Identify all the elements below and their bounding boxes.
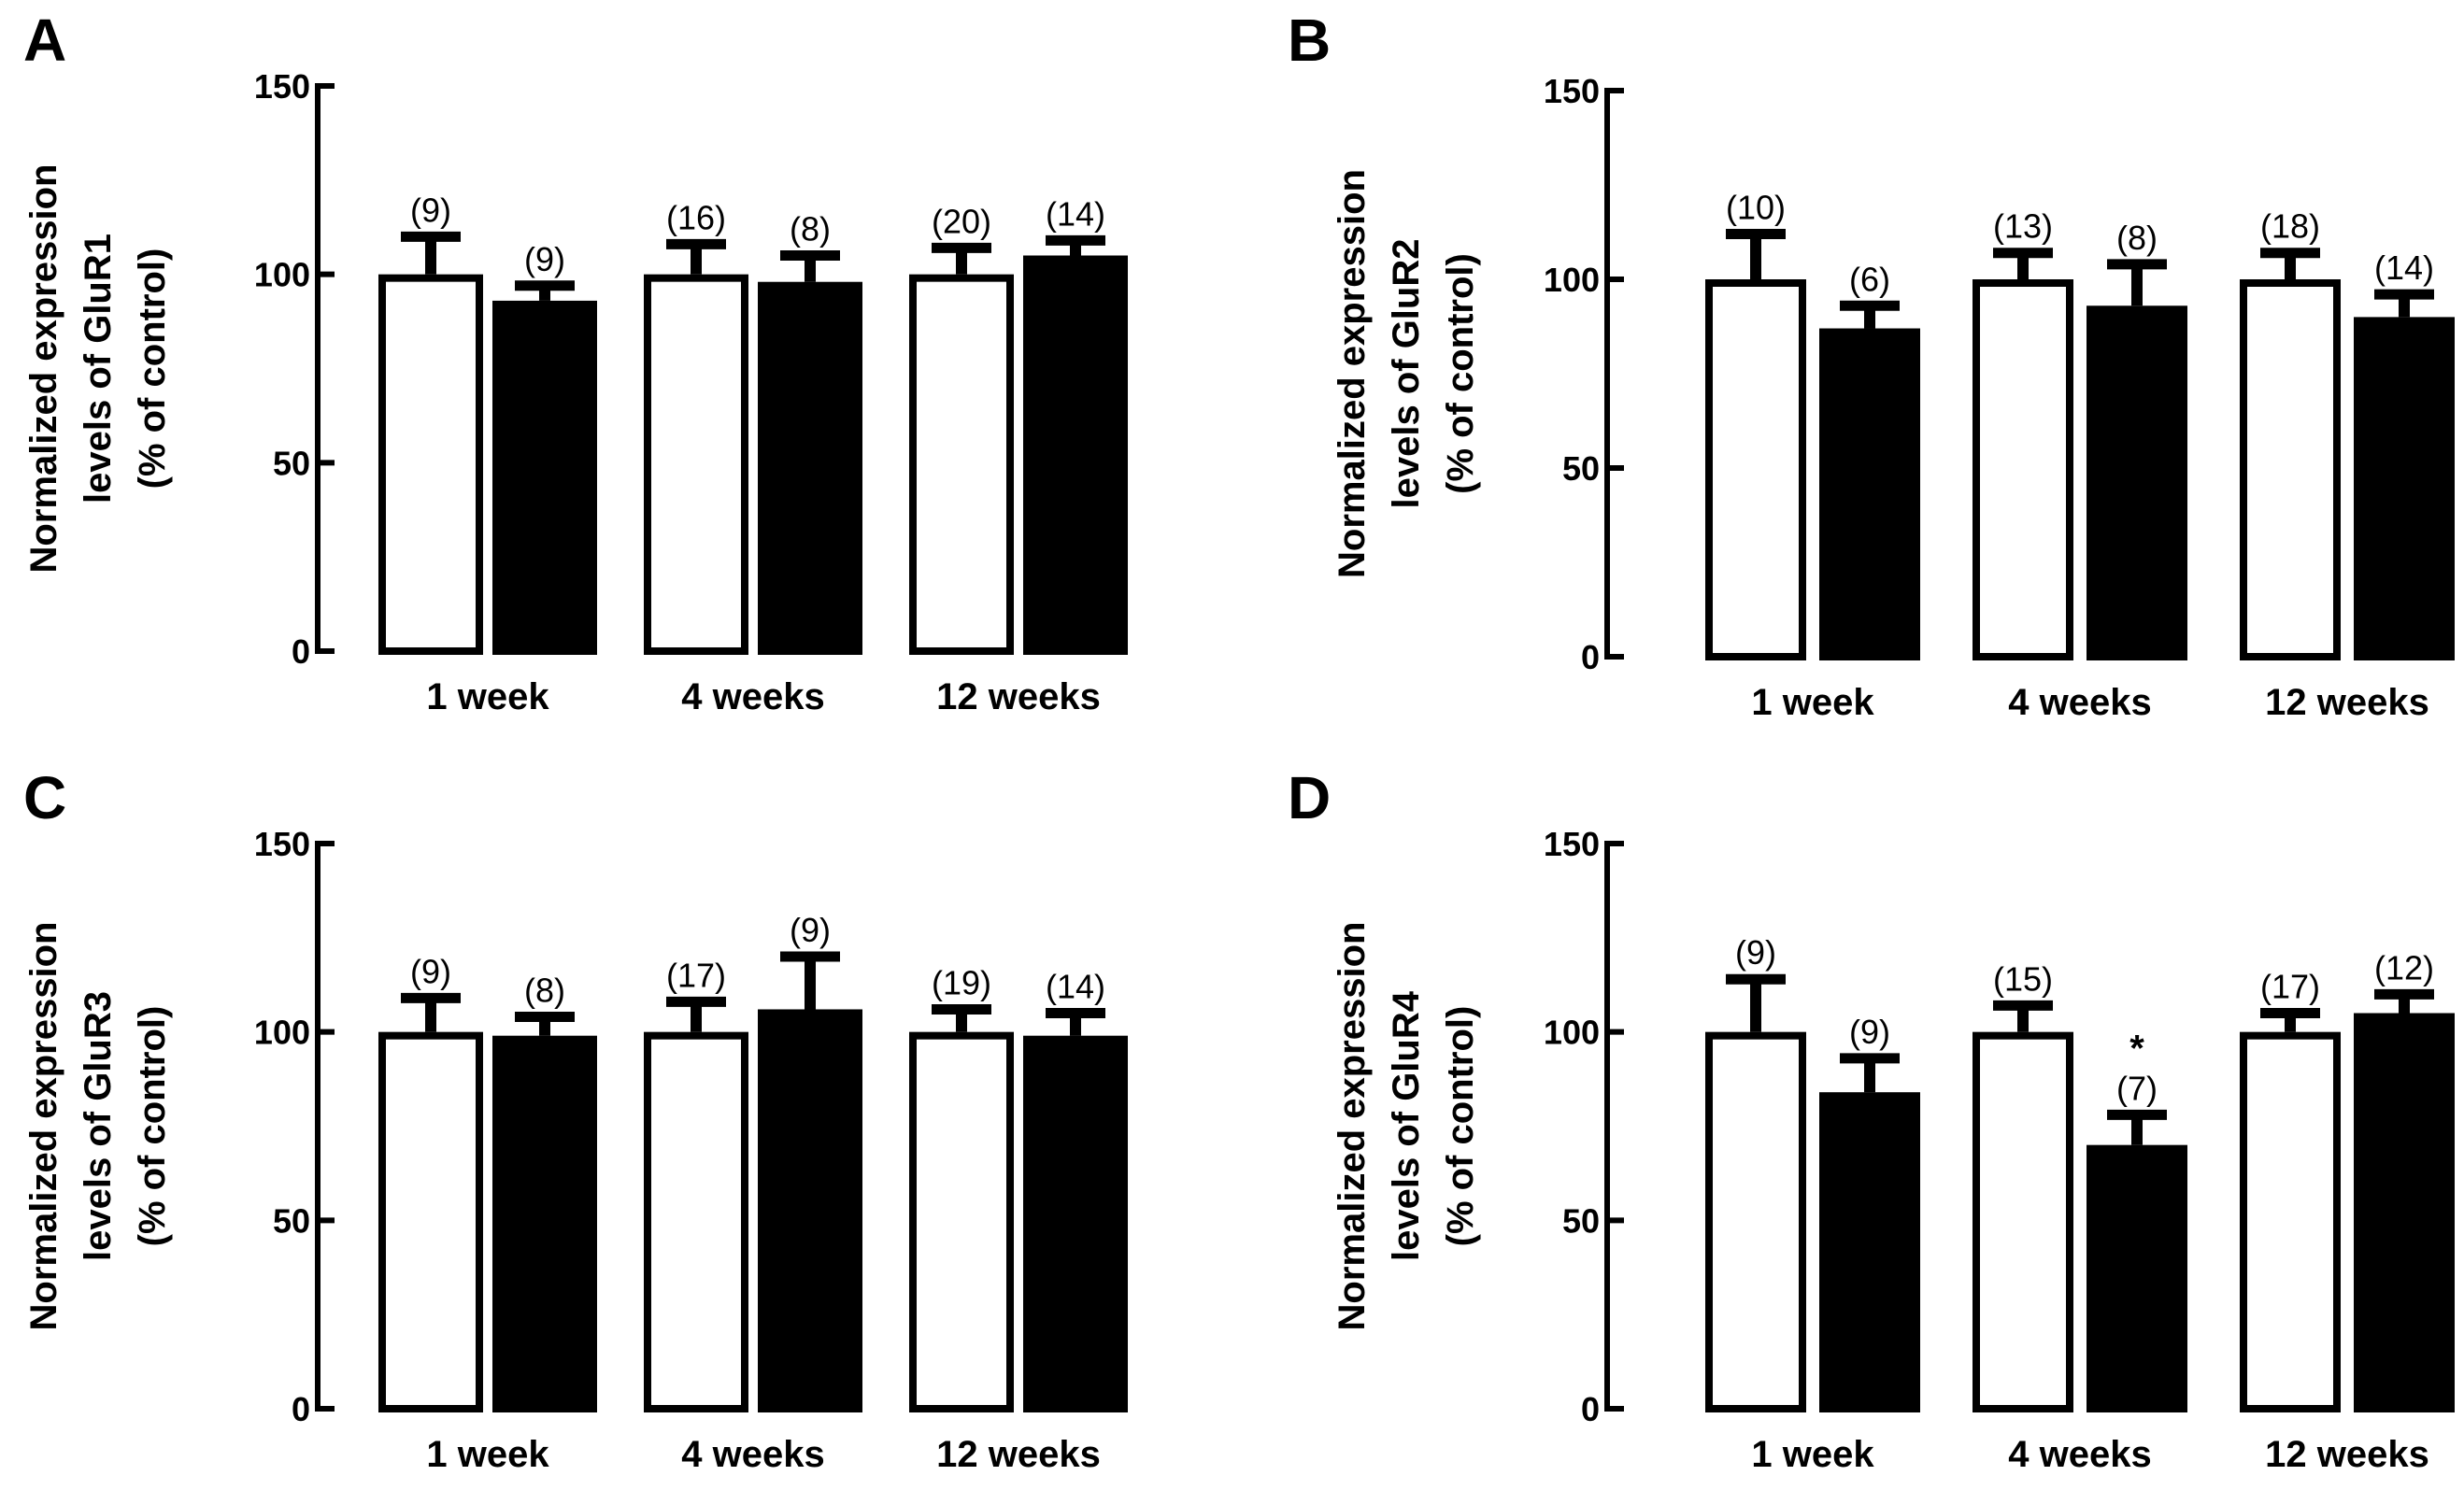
bar-treated (2087, 305, 2187, 660)
panel-c: C 0 50 100 150 Normalized expression levels of… (23, 764, 1128, 1475)
x-category-label: 1 week (1751, 1434, 1874, 1475)
sample-size-label: (14) (2374, 248, 2434, 287)
sample-size-label: (20) (932, 202, 991, 240)
y-axis-label: (% of control) (132, 1006, 173, 1247)
y-axis-label: Normalized expression (23, 922, 64, 1331)
y-tick-label: 0 (1581, 1390, 1600, 1428)
y-tick-label: 150 (1544, 72, 1600, 110)
sample-size-label: (9) (790, 911, 831, 949)
y-axis-label: levels of GluR3 (78, 991, 119, 1261)
bar-treated (492, 1035, 597, 1412)
y-tick-label: 100 (254, 256, 310, 294)
sample-size-label: (8) (2116, 219, 2158, 257)
sample-size-label: (10) (1726, 189, 1786, 227)
y-axis-label: levels of GluR2 (1386, 239, 1427, 509)
bar-treated (1023, 255, 1128, 655)
bar-control (2240, 279, 2341, 660)
x-category-label: 4 weeks (2008, 682, 2151, 723)
bar-treated (492, 300, 597, 655)
sample-size-label: (9) (1735, 933, 1776, 972)
y-tick-label: 100 (1544, 1014, 1600, 1052)
sample-size-label: (17) (666, 956, 726, 994)
y-tick-label: 100 (254, 1014, 310, 1052)
sample-size-label: (6) (1849, 260, 1890, 298)
y-tick-label: 150 (1544, 825, 1600, 863)
x-category-label: 4 weeks (681, 676, 824, 717)
sample-size-label: (12) (2374, 948, 2434, 986)
bar-treated (758, 281, 862, 655)
y-tick-label: 150 (254, 825, 310, 863)
x-category-label: 4 weeks (2008, 1434, 2151, 1475)
bar-treated (758, 1009, 862, 1412)
y-axis-label: levels of GluR1 (78, 234, 119, 504)
sample-size-label: (9) (524, 240, 565, 278)
panel-letter: C (23, 764, 66, 831)
panel-b: B 0 50 100 150 Normalized expression levels of… (1288, 7, 2455, 723)
y-tick-label: 0 (1581, 638, 1600, 676)
sample-size-label: (13) (1993, 207, 2053, 246)
sample-size-label: (9) (410, 952, 451, 990)
bar-treated (2087, 1144, 2187, 1412)
panel-d: D 0 50 100 150 Normalized expression levels of… (1288, 764, 2455, 1475)
y-axis-label: (% of control) (1440, 253, 1481, 494)
bar-treated (2354, 317, 2455, 660)
bar-control (644, 274, 748, 655)
bar-control (644, 1031, 748, 1412)
panel-letter: A (23, 7, 66, 74)
y-tick-label: 50 (273, 1201, 310, 1240)
bar-control (1973, 1031, 2073, 1412)
bar-control (909, 1031, 1014, 1412)
bar-control (378, 1031, 483, 1412)
bar-treated (1819, 328, 1920, 660)
bar-treated (2354, 1013, 2455, 1412)
panel-letter: B (1288, 7, 1331, 74)
bar-control (909, 274, 1014, 655)
y-axis-label: Normalized expression (1332, 169, 1373, 578)
bar-treated (1819, 1092, 1920, 1412)
sample-size-label: (14) (1046, 194, 1105, 233)
sample-size-label: (19) (932, 963, 991, 1001)
bar-treated (1023, 1035, 1128, 1412)
bar-control (1705, 1031, 1806, 1412)
bar-control (1705, 279, 1806, 660)
sample-size-label: (14) (1046, 968, 1105, 1006)
sample-size-label: (7) (2116, 1069, 2158, 1107)
x-category-label: 12 weeks (2265, 682, 2429, 723)
y-tick-label: 0 (292, 632, 310, 671)
y-axis-label: (% of control) (1440, 1006, 1481, 1247)
y-tick-label: 50 (273, 444, 310, 482)
y-axis-label: Normalized expression (23, 164, 64, 574)
sample-size-label: (8) (524, 972, 565, 1010)
x-category-label: 1 week (426, 1434, 549, 1475)
x-category-label: 12 weeks (936, 1434, 1101, 1475)
sample-size-label: (9) (410, 191, 451, 229)
bar-control (378, 274, 483, 655)
panel-a: A 0 50 100 150 Normalized expression levels of… (23, 7, 1128, 717)
y-axis-label: Normalized expression (1332, 922, 1373, 1331)
y-tick-label: 50 (1562, 1201, 1600, 1240)
y-tick-label: 150 (254, 67, 310, 106)
y-tick-label: 100 (1544, 261, 1600, 299)
sample-size-label: (18) (2260, 207, 2320, 246)
x-category-label: 1 week (426, 676, 549, 717)
bar-control (2240, 1031, 2341, 1412)
y-axis-label: (% of control) (132, 248, 173, 490)
significance-marker: * (2129, 1028, 2144, 1069)
sample-size-label: (9) (1849, 1013, 1890, 1051)
sample-size-label: (16) (666, 198, 726, 236)
bar-control (1973, 279, 2073, 660)
y-axis-label: levels of GluR4 (1386, 990, 1427, 1261)
x-category-label: 1 week (1751, 682, 1874, 723)
y-tick-label: 50 (1562, 449, 1600, 488)
x-category-label: 12 weeks (936, 676, 1101, 717)
x-category-label: 4 weeks (681, 1434, 824, 1475)
y-tick-label: 0 (292, 1390, 310, 1428)
sample-size-label: (8) (790, 210, 831, 248)
x-category-label: 12 weeks (2265, 1434, 2429, 1475)
sample-size-label: (15) (1993, 959, 2053, 998)
sample-size-label: (17) (2260, 968, 2320, 1006)
panel-letter: D (1288, 764, 1331, 831)
